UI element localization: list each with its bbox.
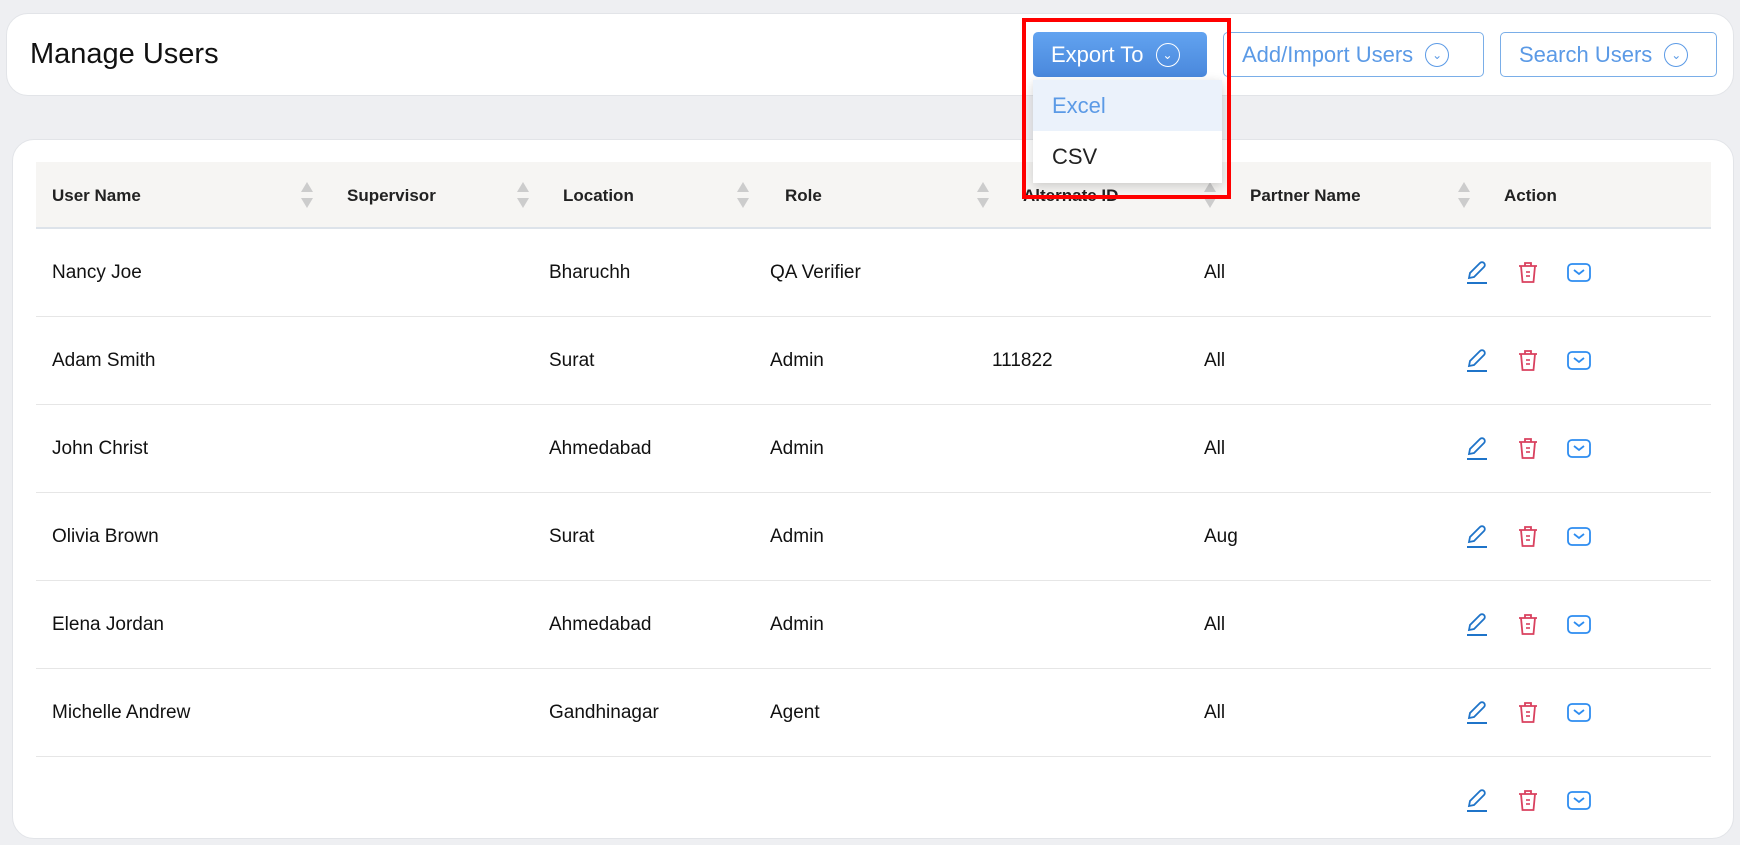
column-header-partner-name[interactable]: Partner Name (1250, 186, 1361, 205)
sort-icon[interactable] (977, 182, 989, 208)
edit-icon[interactable] (1464, 523, 1490, 549)
delete-icon[interactable] (1515, 259, 1541, 285)
cell-partner-name: All (1204, 702, 1226, 723)
cell-user-name: Olivia Brown (52, 526, 159, 547)
delete-icon[interactable] (1515, 787, 1541, 813)
delete-icon[interactable] (1515, 523, 1541, 549)
table-row: Nancy Joe Bharuchh QA Verifier All (36, 229, 1711, 317)
email-icon[interactable] (1566, 347, 1592, 373)
email-icon[interactable] (1566, 435, 1592, 461)
chevron-down-icon: ⌄ (1425, 42, 1450, 67)
cell-location: Ahmedabad (549, 438, 652, 459)
edit-icon[interactable] (1464, 259, 1490, 285)
search-users-button[interactable]: Search Users ⌄ (1500, 32, 1717, 77)
cell-location: Ahmedabad (549, 614, 652, 635)
delete-icon[interactable] (1515, 611, 1541, 637)
cell-location: Surat (549, 350, 595, 371)
column-header-action: Action (1504, 186, 1557, 205)
cell-role: QA Verifier (770, 262, 861, 283)
cell-role: Admin (770, 614, 824, 635)
cell-user-name: Nancy Joe (52, 262, 142, 283)
cell-role: Admin (770, 438, 824, 459)
add-import-label: Add/Import Users (1242, 41, 1414, 67)
export-option-csv[interactable]: CSV (1052, 143, 1098, 169)
delete-icon[interactable] (1515, 435, 1541, 461)
cell-partner-name: All (1204, 350, 1226, 371)
cell-user-name: John Christ (52, 438, 149, 459)
sort-icon[interactable] (1458, 182, 1470, 208)
page-title: Manage Users (30, 38, 219, 70)
cell-location: Bharuchh (549, 262, 631, 283)
sort-icon[interactable] (737, 182, 749, 208)
cell-partner-name: All (1204, 438, 1226, 459)
cell-role: Admin (770, 350, 824, 371)
table-row: Elena Jordan Ahmedabad Admin All (36, 581, 1711, 669)
cell-role: Admin (770, 526, 824, 547)
column-header-location[interactable]: Location (563, 186, 634, 205)
sort-icon[interactable] (517, 182, 529, 208)
email-icon[interactable] (1566, 523, 1592, 549)
table-row: Olivia Brown Surat Admin Aug (36, 493, 1711, 581)
cell-partner-name: Aug (1204, 526, 1238, 547)
users-table-card (12, 139, 1734, 839)
table-row: Michelle Andrew Gandhinagar Agent All (36, 669, 1711, 757)
delete-icon[interactable] (1515, 699, 1541, 725)
export-option-excel[interactable]: Excel (1033, 80, 1222, 131)
table-row: Adam Smith Surat Admin 111822 All (36, 317, 1711, 405)
cell-user-name: Adam Smith (52, 350, 156, 371)
table-row: John Christ Ahmedabad Admin All (36, 405, 1711, 493)
email-icon[interactable] (1566, 699, 1592, 725)
cell-role: Agent (770, 702, 820, 723)
cell-user-name: Michelle Andrew (52, 702, 191, 723)
add-import-users-button[interactable]: Add/Import Users ⌄ (1223, 32, 1484, 77)
column-header-supervisor[interactable]: Supervisor (347, 186, 436, 205)
highlight-box (1022, 18, 1231, 199)
cell-location: Gandhinagar (549, 702, 659, 723)
sort-icon[interactable] (1204, 182, 1216, 208)
column-header-user-name[interactable]: User Name (52, 186, 141, 205)
export-to-button[interactable]: Export To ⌄ (1033, 32, 1207, 77)
table-row (36, 757, 1711, 845)
edit-icon[interactable] (1464, 611, 1490, 637)
edit-icon[interactable] (1464, 787, 1490, 813)
email-icon[interactable] (1566, 611, 1592, 637)
cell-user-name: Elena Jordan (52, 614, 164, 635)
cell-partner-name: All (1204, 262, 1226, 283)
search-users-label: Search Users (1519, 41, 1653, 67)
edit-icon[interactable] (1464, 435, 1490, 461)
chevron-down-icon: ⌄ (1664, 42, 1689, 67)
export-label: Export To (1051, 41, 1144, 67)
chevron-down-icon: ⌄ (1155, 42, 1180, 67)
email-icon[interactable] (1566, 259, 1592, 285)
delete-icon[interactable] (1515, 347, 1541, 373)
column-header-role[interactable]: Role (785, 186, 822, 205)
cell-location: Surat (549, 526, 595, 547)
cell-partner-name: All (1204, 614, 1226, 635)
cell-alternate-id: 111822 (992, 350, 1053, 371)
email-icon[interactable] (1566, 787, 1592, 813)
export-dropdown-menu: Excel CSV (1033, 80, 1222, 183)
sort-icon[interactable] (301, 182, 313, 208)
table-header: User Name Supervisor Location Role Alter… (36, 162, 1711, 229)
edit-icon[interactable] (1464, 347, 1490, 373)
edit-icon[interactable] (1464, 699, 1490, 725)
